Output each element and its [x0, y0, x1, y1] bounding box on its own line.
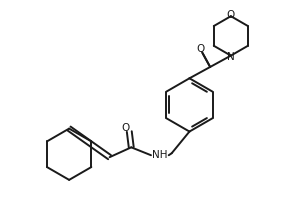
Text: NH: NH — [152, 150, 168, 160]
Text: O: O — [196, 44, 204, 54]
Text: O: O — [121, 123, 130, 133]
Text: N: N — [227, 52, 235, 62]
Text: O: O — [227, 10, 235, 20]
